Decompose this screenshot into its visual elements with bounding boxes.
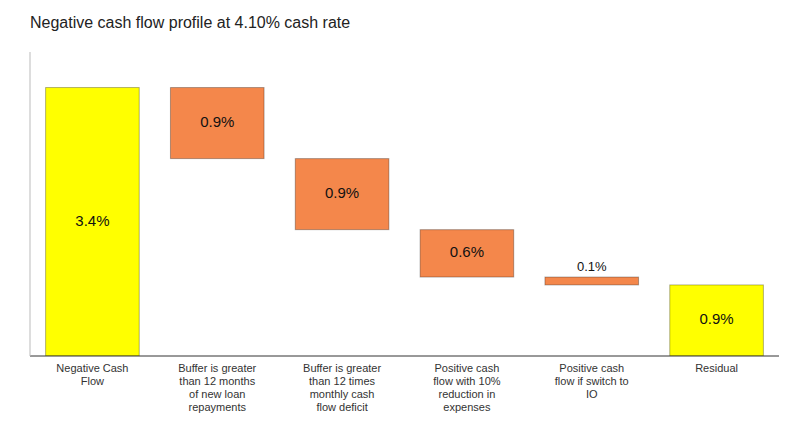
data-label: 3.4%	[75, 212, 109, 229]
bar	[670, 285, 764, 356]
data-label: 0.9%	[200, 113, 234, 130]
bars	[46, 88, 764, 356]
x-tick-label: Negative CashFlow	[56, 362, 128, 387]
x-tick-label: Positive cashflow with 10%reduction inex…	[433, 362, 500, 413]
x-tick-label-line: than 12 months	[179, 375, 255, 387]
data-labels: 3.4% 0.9% 0.9% 0.6% 0.1% 0.9%	[75, 113, 733, 327]
x-tick-label: Buffer is greaterthan 12 monthsof new lo…	[178, 362, 256, 413]
data-label: 0.9%	[699, 310, 733, 327]
x-tick-label-line: than 12 times	[309, 375, 376, 387]
x-tick-label-line: Buffer is greater	[303, 362, 381, 374]
x-tick-label-line: monthly cash	[310, 388, 375, 400]
x-tick-label: Buffer is greaterthan 12 timesmonthly ca…	[303, 362, 381, 413]
bar	[545, 277, 639, 285]
x-tick-label-line: Positive cash	[559, 362, 624, 374]
x-tick-labels: Negative CashFlowBuffer is greaterthan 1…	[56, 362, 738, 413]
x-tick-label-line: Flow	[81, 375, 104, 387]
data-label: 0.9%	[325, 184, 359, 201]
x-tick-label: Residual	[695, 362, 738, 374]
x-tick-label-line: Positive cash	[435, 362, 500, 374]
x-tick-label-line: of new loan	[189, 388, 245, 400]
bar	[170, 88, 264, 159]
bar	[420, 230, 514, 277]
chart: Negative cash flow profile at 4.10% cash…	[0, 0, 799, 438]
bar	[295, 159, 389, 230]
data-label: 0.1%	[577, 259, 607, 274]
bar	[46, 88, 140, 356]
data-label: 0.6%	[450, 243, 484, 260]
x-tick-label-line: Buffer is greater	[178, 362, 256, 374]
x-tick-label-line: flow if switch to	[555, 375, 629, 387]
y-axis	[30, 52, 31, 356]
x-tick-label-line: flow deficit	[316, 401, 367, 413]
x-tick-label: Positive cashflow if switch toIO	[555, 362, 629, 400]
x-tick-label-line: flow with 10%	[433, 375, 500, 387]
x-tick-label-line: Residual	[695, 362, 738, 374]
x-tick-label-line: expenses	[443, 401, 491, 413]
title: Negative cash flow profile at 4.10% cash…	[30, 14, 350, 31]
x-tick-label-line: IO	[586, 388, 598, 400]
x-tick-label-line: reduction in	[438, 388, 495, 400]
x-tick-label-line: repayments	[189, 401, 247, 413]
x-tick-label-line: Negative Cash	[56, 362, 128, 374]
x-axis	[30, 356, 779, 357]
